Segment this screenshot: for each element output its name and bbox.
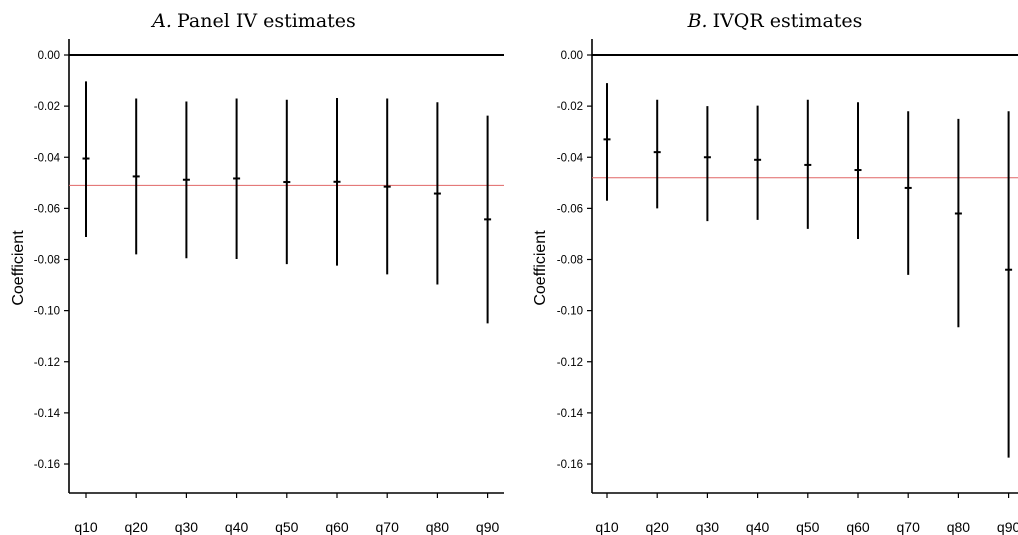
panel-a-title-prefix: A.	[150, 10, 172, 32]
panel-b-y-tick-label: -0.10	[557, 306, 583, 318]
panel-b-y-tick-label: -0.08	[557, 255, 583, 267]
panel-b-title: B. IVQR estimates	[687, 10, 863, 32]
panel-b-marks	[591, 39, 1018, 494]
panel-b-x-ticks: q10 q20 q30 q40 q50 q60 q70 q80 q90	[595, 493, 1018, 535]
panel-a-x-tick-label: q70	[376, 519, 400, 535]
panel-a-y-tick-label: -0.12	[34, 357, 60, 369]
panel-b-y-axis-label: Coefficient	[532, 230, 549, 306]
panel-b-y-tick-label: -0.02	[557, 101, 583, 113]
panel-a: A. Panel IV estimates Coefficient 0.00 -0.…	[10, 10, 504, 535]
panel-b-y-tick-label: 0.00	[561, 50, 583, 62]
panel-a-x-tick-label: q50	[275, 519, 299, 535]
panel-b-x-tick-label: q60	[846, 519, 870, 535]
panel-b-title-prefix: B.	[687, 10, 708, 32]
panel-a-x-tick-label: q40	[225, 519, 249, 535]
panel-b-x-tick-label: q40	[746, 519, 770, 535]
panel-b-title-text: IVQR estimates	[713, 10, 863, 32]
panel-a-y-ticks: 0.00 -0.02 -0.04 -0.06 -0.08 -0.10 -0.12 -0.14 -…	[34, 50, 69, 471]
panel-b-x-tick-label: q20	[646, 519, 670, 535]
panel-a-x-tick-label: q10	[74, 519, 98, 535]
panel-a-y-tick-label: -0.08	[34, 255, 60, 267]
panel-b-x-tick-label: q50	[796, 519, 820, 535]
panel-a-y-tick-label: -0.10	[34, 306, 60, 318]
panel-a-y-tick-label: 0.00	[38, 50, 60, 62]
panel-b-y-tick-label: -0.04	[557, 152, 584, 164]
panel-a-marks	[68, 39, 504, 494]
panel-b-y-tick-label: -0.16	[557, 459, 583, 471]
panel-a-y-tick-label: -0.04	[34, 152, 61, 164]
panel-a-x-tick-label: q80	[426, 519, 450, 535]
panel-a-title-text: Panel IV estimates	[177, 10, 356, 32]
panel-b-x-tick-label: q70	[897, 519, 921, 535]
panel-b-x-tick-label: q10	[595, 519, 619, 535]
panel-b-y-tick-label: -0.06	[557, 203, 583, 215]
panel-b-y-tick-label: -0.14	[557, 408, 584, 420]
panel-a-x-ticks: q10 q20 q30 q40 q50 q60 q70 q80 q90	[74, 493, 499, 535]
panel-a-x-tick-label: q90	[476, 519, 500, 535]
panel-a-y-tick-label: -0.06	[34, 203, 60, 215]
panel-b-x-tick-label: q30	[696, 519, 720, 535]
panel-b-x-tick-label: q80	[947, 519, 971, 535]
panel-a-y-tick-label: -0.14	[34, 408, 61, 420]
panel-b-x-tick-label: q90	[997, 519, 1018, 535]
panel-a-y-axis-label: Coefficient	[10, 230, 27, 306]
panel-b: B. IVQR estimates Coefficient 0.00 -0.02 -0…	[532, 10, 1018, 535]
panel-a-x-tick-label: q30	[175, 519, 199, 535]
panel-b-y-ticks: 0.00 -0.02 -0.04 -0.06 -0.08 -0.10 -0.12 -0.14 -…	[557, 50, 592, 471]
panel-a-x-tick-label: q20	[125, 519, 149, 535]
panel-a-y-tick-label: -0.02	[34, 101, 60, 113]
panel-a-title: A. Panel IV estimates	[150, 10, 356, 32]
panel-b-y-tick-label: -0.12	[557, 357, 583, 369]
panel-a-x-tick-label: q60	[325, 519, 349, 535]
panel-a-y-tick-label: -0.16	[34, 459, 60, 471]
